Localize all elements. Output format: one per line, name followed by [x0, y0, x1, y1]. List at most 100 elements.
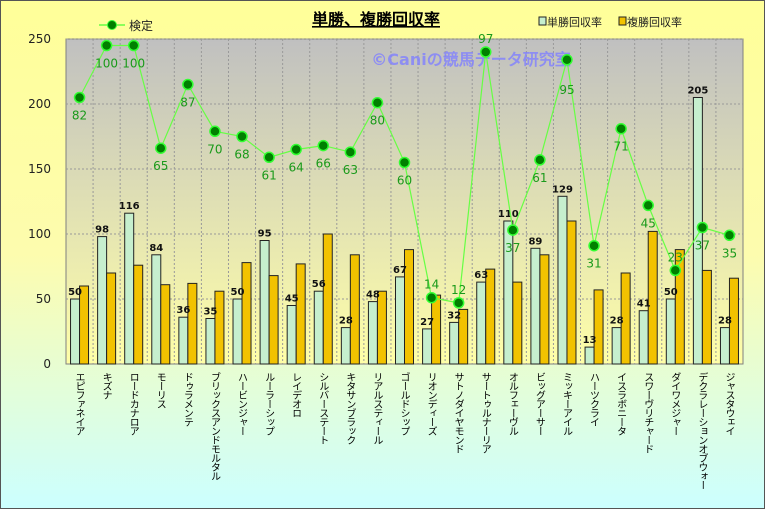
- bar-tansho: [449, 321, 460, 365]
- bar-tansho: [476, 281, 487, 365]
- bar-tansho: [557, 195, 568, 365]
- bar-fukusho: [566, 220, 577, 365]
- data-label-tansho: 48: [366, 290, 380, 301]
- data-label-kentei: 95: [559, 83, 574, 97]
- bar-tansho: [151, 254, 162, 365]
- data-label-tansho: 28: [718, 316, 732, 327]
- bar-fukusho: [79, 285, 90, 365]
- data-label-kentei: 68: [234, 148, 249, 162]
- point-kentei: [155, 142, 167, 154]
- point-kentei: [100, 39, 113, 52]
- data-label-tansho: 28: [610, 316, 624, 327]
- data-label-kentei: 100: [122, 57, 145, 71]
- data-label-kentei: 31: [586, 257, 601, 271]
- point-kentei: [344, 146, 357, 158]
- legend-label-kentei: 検定: [129, 18, 153, 33]
- bar-tansho: [70, 298, 81, 365]
- point-kentei: [669, 264, 682, 277]
- bar-fukusho: [620, 272, 631, 365]
- bar-tansho: [367, 301, 378, 365]
- point-kentei: [561, 54, 573, 66]
- point-kentei: [73, 91, 86, 104]
- data-label-tansho: 56: [312, 279, 326, 290]
- legend-label-fukusho: 複勝回収率: [627, 15, 682, 29]
- point-kentei: [696, 221, 709, 234]
- x-tick-label: ミッキーアイル: [560, 372, 572, 435]
- data-label-tansho: 84: [149, 243, 163, 254]
- bar-fukusho: [647, 230, 658, 365]
- bar-fukusho: [133, 264, 144, 365]
- point-kentei: [290, 143, 302, 156]
- point-kentei: [209, 125, 221, 138]
- bar-tansho: [178, 316, 189, 365]
- bar-tansho: [530, 247, 541, 365]
- x-tick-label: ロードカナロア: [127, 372, 138, 436]
- data-label-tansho: 129: [552, 184, 573, 195]
- data-label-kentei: 61: [261, 168, 276, 182]
- x-tick-label: ゴールドシップ: [398, 371, 410, 436]
- bar-tansho: [611, 327, 622, 365]
- point-kentei: [479, 46, 492, 58]
- bar-tansho: [97, 236, 108, 365]
- y-tick-label: 50: [36, 292, 51, 306]
- data-label-kentei: 66: [316, 157, 331, 171]
- x-tick-label: オルフェーヴル: [506, 372, 518, 435]
- bar-tansho: [340, 327, 351, 365]
- x-tick-label: ハービンジャー: [236, 372, 248, 435]
- data-label-kentei: 45: [641, 216, 656, 230]
- data-label-tansho: 116: [119, 201, 140, 212]
- bar-fukusho: [268, 275, 279, 365]
- bar-tansho: [232, 298, 243, 365]
- data-label-tansho: 89: [528, 236, 542, 247]
- x-tick-label: ビッグアーサー: [533, 372, 545, 435]
- bar-fukusho: [349, 254, 360, 365]
- data-label-tansho: 98: [95, 225, 109, 236]
- data-label-kentei: 71: [613, 140, 628, 154]
- x-tick-label: リアルスティール: [371, 372, 383, 444]
- bar-tansho: [124, 212, 135, 365]
- data-label-kentei: 37: [505, 241, 520, 255]
- data-label-kentei: 64: [289, 161, 304, 175]
- data-label-tansho: 35: [203, 307, 217, 318]
- point-kentei: [615, 122, 627, 135]
- data-label-kentei: 97: [478, 32, 493, 46]
- bar-fukusho: [187, 282, 198, 365]
- x-tick-label: ドゥラメンテ: [181, 372, 192, 427]
- data-label-kentei: 37: [695, 239, 710, 253]
- point-kentei: [127, 39, 140, 52]
- data-label-tansho: 13: [583, 335, 597, 346]
- data-label-tansho: 36: [176, 305, 190, 316]
- point-kentei: [182, 78, 194, 91]
- bar-tansho: [665, 298, 676, 365]
- bar-tansho: [422, 328, 433, 365]
- bar-fukusho: [431, 294, 442, 365]
- x-tick-label: モーリス: [154, 372, 165, 409]
- bar-fukusho: [322, 233, 333, 365]
- bar-fukusho: [295, 263, 306, 365]
- legend-swatch-tansho: [538, 16, 547, 26]
- bar-fukusho: [106, 272, 117, 365]
- data-label-tansho: 67: [393, 265, 407, 276]
- bar-fukusho: [458, 308, 469, 365]
- bar-fukusho: [485, 268, 496, 365]
- bar-tansho: [584, 346, 595, 365]
- x-tick-label: キタサンブラック: [344, 372, 356, 445]
- data-label-tansho: 28: [339, 316, 353, 327]
- data-label-kentei: 80: [370, 114, 385, 128]
- data-label-tansho: 27: [420, 317, 434, 328]
- y-tick-label: 0: [43, 357, 51, 371]
- point-kentei: [534, 154, 546, 166]
- bar-fukusho: [701, 269, 712, 365]
- legend-swatch-fukusho: [618, 16, 627, 26]
- bar-fukusho: [539, 254, 550, 365]
- data-label-tansho: 110: [498, 209, 519, 220]
- x-tick-label: ブリックスアンドモルタル: [208, 371, 220, 480]
- bar-tansho: [205, 318, 216, 365]
- point-kentei: [507, 224, 519, 236]
- data-label-tansho: 205: [687, 86, 708, 97]
- x-tick-label: スワーヴリチャード: [642, 372, 653, 453]
- bar-fukusho: [241, 262, 252, 365]
- bar-fukusho: [404, 249, 414, 365]
